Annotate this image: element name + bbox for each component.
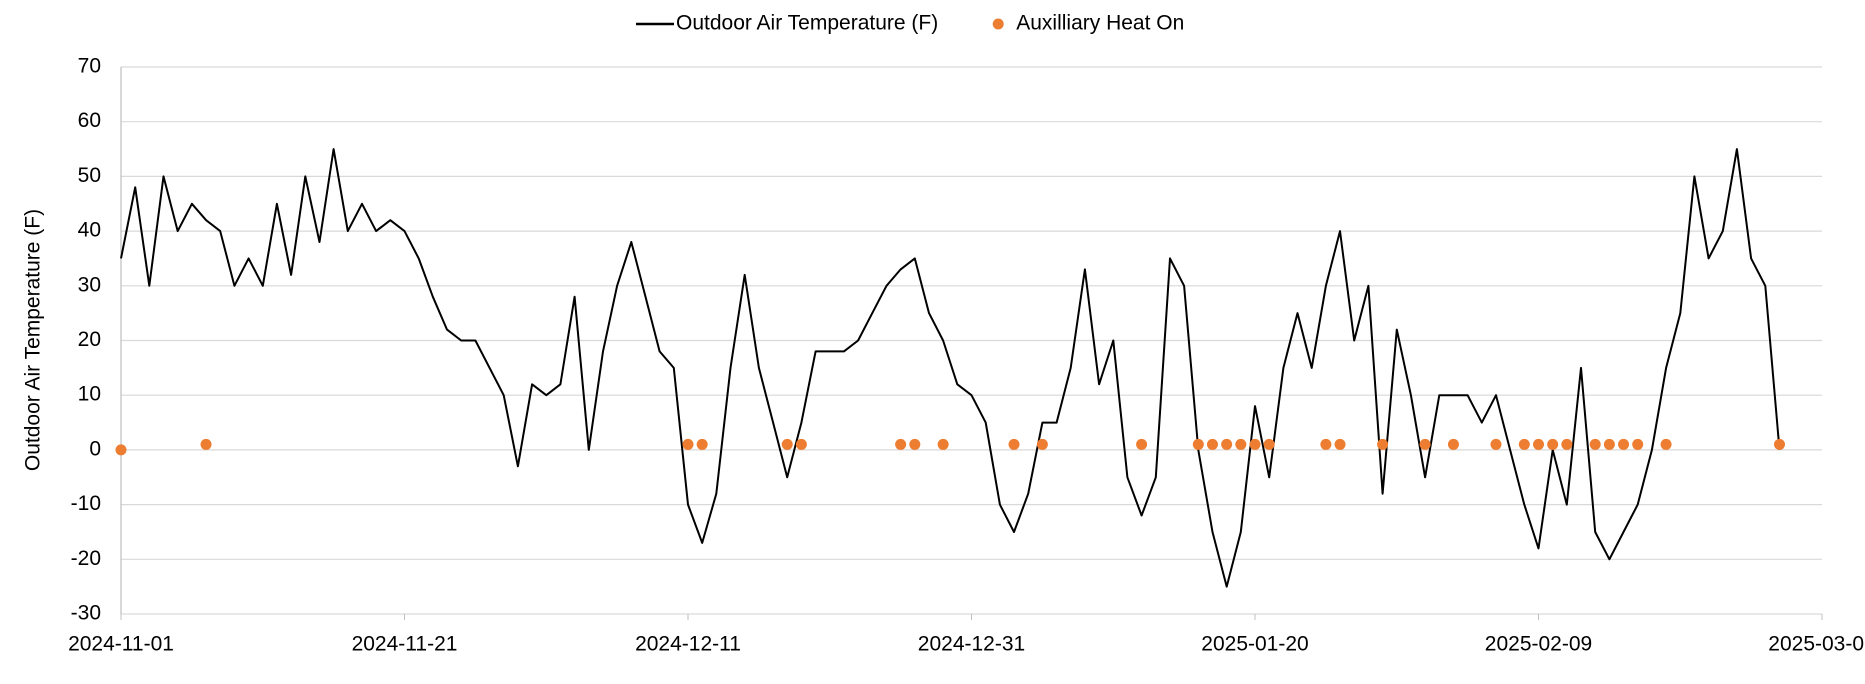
heat-point <box>781 438 793 450</box>
heat-point <box>1320 438 1332 450</box>
heat-point <box>1490 438 1502 450</box>
y-axis-label: Outdoor Air Temperature (F) <box>22 209 45 471</box>
heat-point <box>1589 438 1601 450</box>
heat-point <box>200 438 212 450</box>
x-tick-label: 2024-11-21 <box>352 633 458 656</box>
heat-point <box>795 438 807 450</box>
heat-point <box>1547 438 1559 450</box>
heat-point <box>1618 438 1630 450</box>
heat-point <box>1235 438 1247 450</box>
heat-point <box>1561 438 1573 450</box>
heat-point <box>1249 438 1261 450</box>
heat-point <box>696 438 708 450</box>
y-tick-label: 50 <box>78 164 101 187</box>
y-tick-label: 40 <box>78 219 101 242</box>
heat-point <box>937 438 949 450</box>
heat-point <box>1206 438 1218 450</box>
heat-point <box>1518 438 1530 450</box>
heat-point <box>1419 438 1431 450</box>
y-tick-label: 10 <box>78 383 101 406</box>
legend-label: Outdoor Air Temperature (F) <box>676 12 938 35</box>
x-tick-label: 2024-12-11 <box>635 633 741 656</box>
heat-point <box>1632 438 1644 450</box>
heat-point <box>1334 438 1346 450</box>
heat-point <box>1136 438 1148 450</box>
heat-point <box>1447 438 1459 450</box>
y-tick-label: 60 <box>78 109 101 132</box>
heat-point <box>682 438 694 450</box>
y-tick-label: 0 <box>89 437 101 460</box>
heat-point <box>1192 438 1204 450</box>
heat-point <box>909 438 921 450</box>
y-tick-label: -20 <box>71 547 101 570</box>
heat-point <box>1036 438 1048 450</box>
heat-point <box>1008 438 1020 450</box>
y-tick-label: 70 <box>78 55 101 78</box>
heat-point <box>1660 438 1672 450</box>
legend-swatch <box>992 18 1004 30</box>
y-tick-label: 20 <box>78 328 101 351</box>
heat-point <box>1603 438 1615 450</box>
x-tick-label: 2025-03-01 <box>1768 633 1865 656</box>
heat-point <box>1377 438 1389 450</box>
heat-point <box>1263 438 1275 450</box>
heat-point <box>115 444 127 456</box>
x-tick-label: 2024-12-31 <box>918 633 1025 656</box>
heat-point <box>1773 438 1785 450</box>
heat-point <box>895 438 907 450</box>
y-tick-label: -30 <box>71 602 101 625</box>
heat-point <box>1533 438 1544 450</box>
legend-label: Auxilliary Heat On <box>1016 12 1184 35</box>
heat-point <box>1221 438 1233 450</box>
x-tick-label: 2025-01-20 <box>1201 633 1308 656</box>
y-tick-label: -10 <box>71 492 101 515</box>
x-tick-label: 2025-02-09 <box>1485 633 1592 656</box>
x-tick-label: 2024-11-01 <box>68 633 174 656</box>
temperature-line <box>120 148 1781 588</box>
y-tick-label: 30 <box>78 273 101 296</box>
